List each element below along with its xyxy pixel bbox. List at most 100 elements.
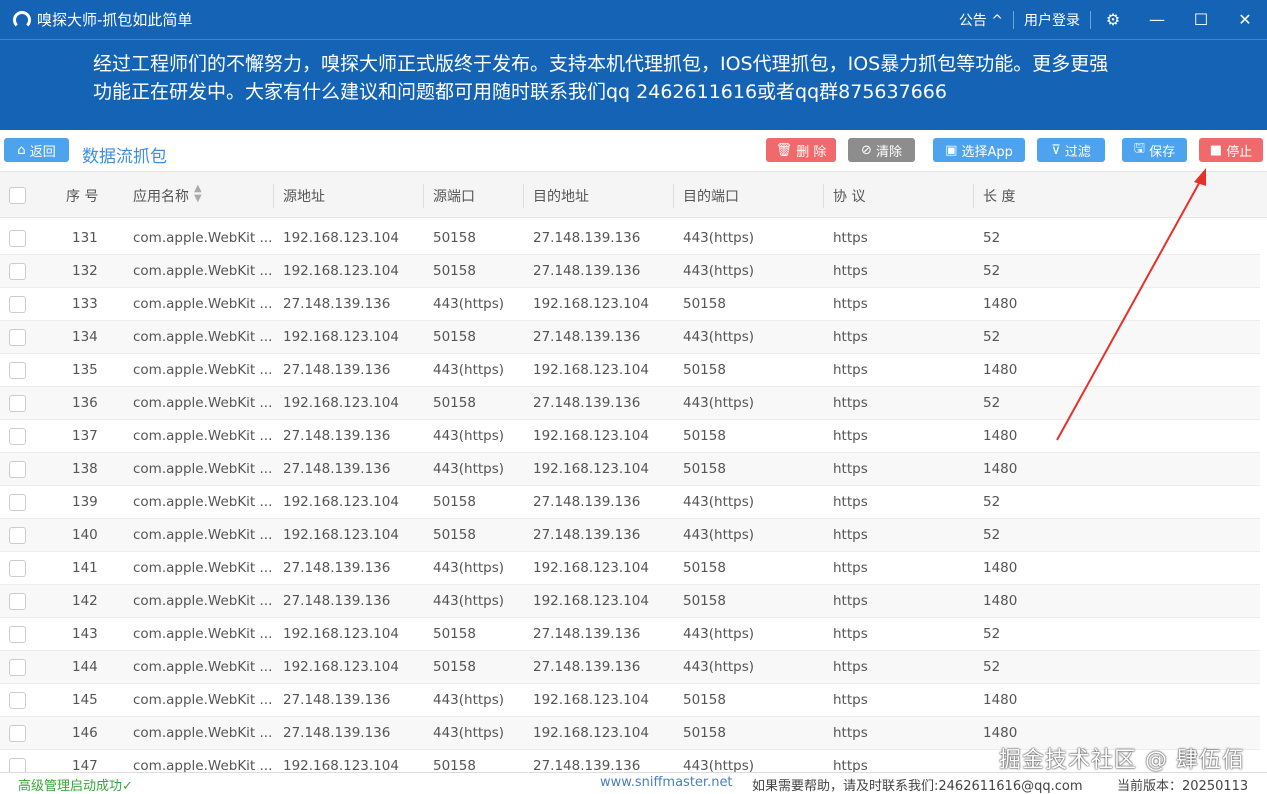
table-cell: 443(https) bbox=[683, 494, 755, 510]
row-checkbox[interactable] bbox=[9, 659, 26, 676]
stop-button[interactable]: ■ 停止 bbox=[1199, 138, 1263, 162]
table-row[interactable]: 141 com.apple.WebKit ... 27.148.139.136 443… bbox=[0, 552, 1260, 585]
column-header[interactable]: 目的端口 bbox=[683, 189, 739, 205]
row-checkbox[interactable] bbox=[9, 296, 26, 313]
table-cell: com.apple.WebKit ... bbox=[133, 362, 273, 378]
row-checkbox[interactable] bbox=[9, 527, 26, 544]
table-cell: 1480 bbox=[983, 461, 1018, 477]
table-cell: 1480 bbox=[983, 560, 1018, 576]
table-cell: 192.168.123.104 bbox=[533, 593, 649, 609]
save-button[interactable]: 🖫 保存 bbox=[1122, 138, 1187, 162]
column-header[interactable]: 源端口 bbox=[433, 189, 475, 205]
select-all-checkbox[interactable] bbox=[9, 187, 26, 204]
login-button[interactable]: 用户登录 bbox=[1024, 12, 1080, 29]
table-row[interactable]: 136 com.apple.WebKit ... 192.168.123.104 50… bbox=[0, 387, 1260, 420]
table-cell: com.apple.WebKit ... bbox=[133, 659, 273, 675]
row-checkbox[interactable] bbox=[9, 428, 26, 445]
table-row[interactable]: 142 com.apple.WebKit ... 27.148.139.136 443… bbox=[0, 585, 1260, 618]
table-cell: 50158 bbox=[683, 461, 726, 477]
back-button[interactable]: ⌂ 返回 bbox=[4, 138, 69, 162]
home-icon: ⌂ bbox=[17, 142, 26, 158]
column-divider[interactable] bbox=[823, 184, 824, 208]
select-app-button[interactable]: ▣ 选择App bbox=[933, 138, 1025, 162]
column-header[interactable]: 源地址 bbox=[283, 189, 325, 205]
table-cell: 1480 bbox=[983, 725, 1018, 741]
table-cell: 50158 bbox=[433, 494, 476, 510]
table-cell: 27.148.139.136 bbox=[283, 725, 391, 741]
table-cell: 27.148.139.136 bbox=[283, 428, 391, 444]
column-divider[interactable] bbox=[523, 184, 524, 208]
column-header[interactable]: 应用名称 bbox=[133, 189, 189, 205]
table-cell: com.apple.WebKit ... bbox=[133, 758, 273, 774]
row-checkbox[interactable] bbox=[9, 362, 26, 379]
table-row[interactable]: 131 com.apple.WebKit ... 192.168.123.104 50… bbox=[0, 222, 1260, 255]
delete-button[interactable]: 🗑 删 除 bbox=[766, 138, 836, 162]
table-row[interactable]: 137 com.apple.WebKit ... 27.148.139.136 443… bbox=[0, 420, 1260, 453]
notice-button[interactable]: 公告 ^ bbox=[949, 10, 1013, 30]
row-checkbox[interactable] bbox=[9, 560, 26, 577]
column-header[interactable]: 序 号 bbox=[66, 189, 99, 205]
table-cell: 443(https) bbox=[433, 725, 505, 741]
column-header[interactable]: 目的地址 bbox=[533, 189, 589, 205]
table-row[interactable]: 145 com.apple.WebKit ... 27.148.139.136 443… bbox=[0, 684, 1260, 717]
row-checkbox[interactable] bbox=[9, 230, 26, 247]
table-row[interactable]: 143 com.apple.WebKit ... 192.168.123.104 50… bbox=[0, 618, 1260, 651]
table-cell: 192.168.123.104 bbox=[283, 494, 399, 510]
column-divider[interactable] bbox=[673, 184, 674, 208]
table-cell: 143 bbox=[72, 626, 98, 642]
row-checkbox[interactable] bbox=[9, 692, 26, 709]
column-header[interactable]: 长 度 bbox=[983, 189, 1016, 205]
row-checkbox[interactable] bbox=[9, 725, 26, 742]
table-cell: 140 bbox=[72, 527, 98, 543]
row-checkbox[interactable] bbox=[9, 461, 26, 478]
row-checkbox[interactable] bbox=[9, 329, 26, 346]
column-divider[interactable] bbox=[423, 184, 424, 208]
filter-icon: ⊽ bbox=[1051, 142, 1061, 158]
table-cell: 27.148.139.136 bbox=[533, 494, 641, 510]
row-checkbox[interactable] bbox=[9, 395, 26, 412]
table-cell: 135 bbox=[72, 362, 98, 378]
table-cell: https bbox=[833, 362, 868, 378]
table-row[interactable]: 139 com.apple.WebKit ... 192.168.123.104 50… bbox=[0, 486, 1260, 519]
row-checkbox[interactable] bbox=[9, 263, 26, 280]
table-cell: 192.168.123.104 bbox=[533, 692, 649, 708]
sort-icon[interactable]: ▲ ▼ bbox=[194, 183, 202, 204]
table-cell: 443(https) bbox=[433, 692, 505, 708]
filter-button[interactable]: ⊽ 过滤 bbox=[1037, 138, 1105, 162]
column-divider[interactable] bbox=[273, 184, 274, 208]
table-row[interactable]: 140 com.apple.WebKit ... 192.168.123.104 50… bbox=[0, 519, 1260, 552]
table-cell: 443(https) bbox=[683, 230, 755, 246]
banner-line: 经过工程师们的不懈努力，嗅探大师正式版终于发布。支持本机代理抓包，IOS代理抓包… bbox=[93, 53, 1109, 75]
table-row[interactable]: 144 com.apple.WebKit ... 192.168.123.104 50… bbox=[0, 651, 1260, 684]
column-divider[interactable] bbox=[973, 184, 974, 208]
table-row[interactable]: 133 com.apple.WebKit ... 27.148.139.136 443… bbox=[0, 288, 1260, 321]
row-checkbox[interactable] bbox=[9, 494, 26, 511]
table-cell: com.apple.WebKit ... bbox=[133, 593, 273, 609]
table-cell: 133 bbox=[72, 296, 98, 312]
table-cell: 52 bbox=[983, 230, 1001, 246]
minimize-icon[interactable]: — bbox=[1149, 10, 1165, 29]
table-cell: 27.148.139.136 bbox=[533, 626, 641, 642]
table-row[interactable]: 135 com.apple.WebKit ... 27.148.139.136 443… bbox=[0, 354, 1260, 387]
table-cell: 137 bbox=[72, 428, 98, 444]
row-checkbox[interactable] bbox=[9, 626, 26, 643]
column-header[interactable]: 协 议 bbox=[833, 189, 866, 205]
table-cell: 50158 bbox=[433, 659, 476, 675]
table-cell: 27.148.139.136 bbox=[283, 560, 391, 576]
row-checkbox[interactable] bbox=[9, 593, 26, 610]
website-link[interactable]: www.sniffmaster.net bbox=[600, 775, 733, 790]
settings-icon[interactable]: ⚙ bbox=[1105, 10, 1121, 29]
table-row[interactable]: 134 com.apple.WebKit ... 192.168.123.104 50… bbox=[0, 321, 1260, 354]
clear-button[interactable]: ⊘ 清除 bbox=[848, 138, 915, 162]
table-cell: https bbox=[833, 395, 868, 411]
table-row[interactable]: 138 com.apple.WebKit ... 27.148.139.136 443… bbox=[0, 453, 1260, 486]
table-cell: 443(https) bbox=[683, 527, 755, 543]
table-cell: 52 bbox=[983, 659, 1001, 675]
table-cell: 134 bbox=[72, 329, 98, 345]
table-row[interactable]: 146 com.apple.WebKit ... 27.148.139.136 443… bbox=[0, 717, 1260, 750]
table-cell: https bbox=[833, 494, 868, 510]
table-cell: com.apple.WebKit ... bbox=[133, 692, 273, 708]
table-row[interactable]: 132 com.apple.WebKit ... 192.168.123.104 50… bbox=[0, 255, 1260, 288]
close-icon[interactable]: ✕ bbox=[1238, 10, 1252, 29]
maximize-icon[interactable]: ☐ bbox=[1193, 10, 1209, 29]
